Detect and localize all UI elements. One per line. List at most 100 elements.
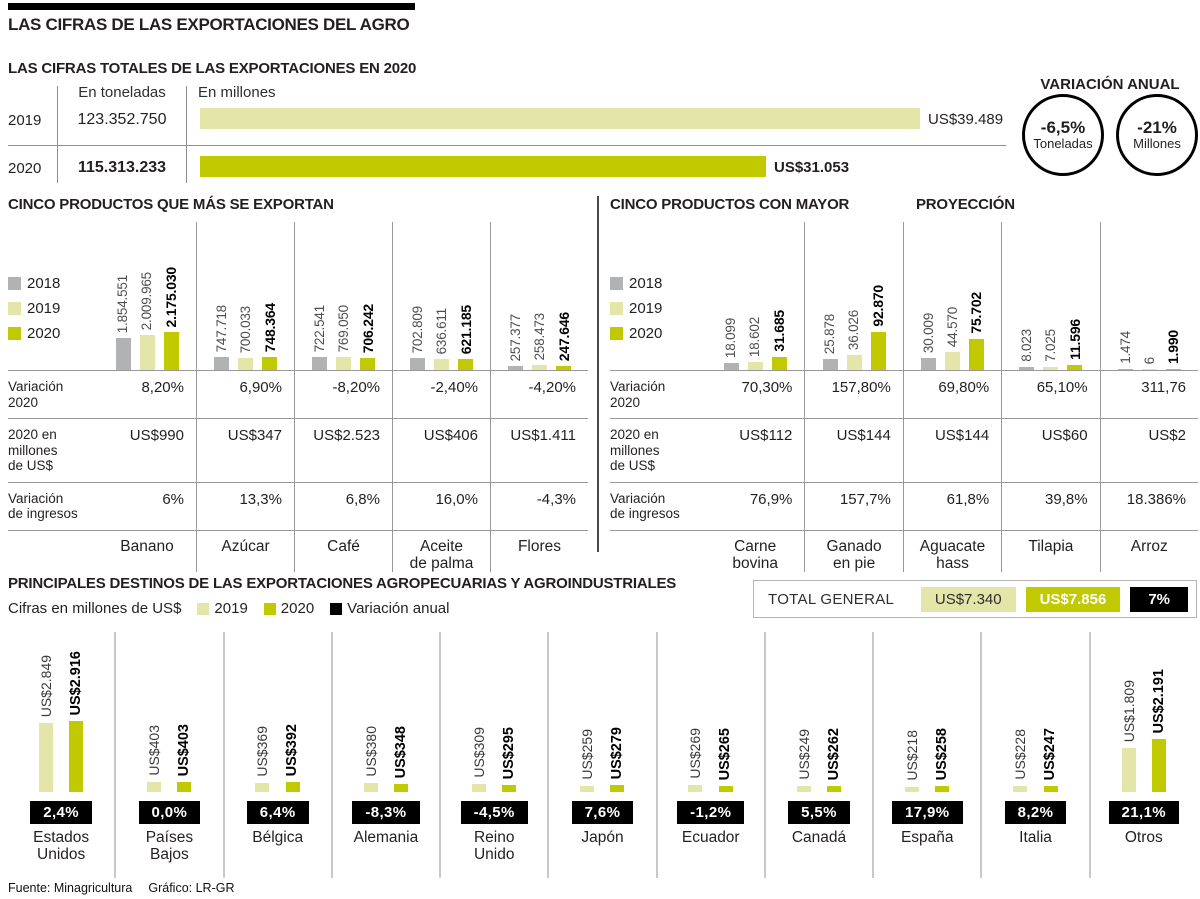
legend-swatch-2019 [610, 302, 623, 315]
bar-value-label: US$295 [500, 726, 517, 779]
bar-group-item: 2.009.965 [139, 272, 155, 370]
destination-bars: US$269 US$265 [687, 632, 734, 792]
bar-value-label: 1.474 [1117, 331, 1133, 364]
bar-value-label: US$369 [254, 726, 271, 777]
bar-value-label: 258.473 [531, 312, 547, 360]
bar-group-item: 702.809 [410, 306, 425, 370]
variation-badge: 2,4% [30, 801, 93, 824]
table-cell: 16,0% [392, 481, 490, 530]
product-column: 30.009 44.570 75.702 [902, 222, 1001, 370]
destination-name: Ecuador [681, 829, 740, 846]
destination-column: US$228 US$247 8,2% Italia [980, 632, 1088, 878]
table-cell: 6% [98, 481, 196, 530]
totals-section-title: LAS CIFRAS TOTALES DE LAS EXPORTACIONES … [8, 60, 417, 77]
destination-name: Reino Unido [473, 829, 515, 864]
product-name: Tilapia [1001, 529, 1100, 573]
destination-bars: US$2.849 US$2.916 [38, 632, 84, 792]
legend-item-2019: 2019 [197, 600, 248, 617]
bar-group-item: US$2.191 [1150, 668, 1167, 792]
variation-badge: 8,2% [1004, 801, 1067, 824]
table-cell: 65,10% [1001, 370, 1100, 419]
bar-2019 [1121, 748, 1136, 792]
table-cell: US$112 [706, 418, 805, 482]
bar-value-label: US$392 [284, 723, 301, 776]
destination-column: US$1.809 US$2.191 21,1% Otros [1088, 632, 1197, 878]
bar-group-item: 44.570 [945, 307, 960, 370]
bar-value-label: US$259 [579, 729, 596, 780]
table-cell: -4,20% [490, 370, 588, 419]
column-header-toneladas: En toneladas [78, 84, 166, 101]
bar-group-item: US$269 [687, 728, 703, 792]
bar-value-label: US$228 [1012, 729, 1029, 780]
bar-value-label: 44.570 [944, 306, 960, 347]
variation-badge: 17,9% [891, 801, 963, 824]
bar-2020 [935, 786, 950, 792]
bar-value-label: US$2.191 [1150, 668, 1167, 734]
bar-group: 1.474 6 1.990 [1101, 330, 1198, 370]
table-cell: US$406 [392, 418, 490, 482]
table-cell: 6,8% [294, 481, 392, 530]
bar-2019 [846, 355, 862, 370]
bar-value-label: 247.646 [555, 311, 572, 361]
table-cell: 157,80% [804, 370, 903, 419]
legend-label-2018: 2018 [27, 275, 61, 292]
bar-2020 [163, 332, 179, 370]
totals-year-2020: 2020 [8, 160, 42, 177]
bar-group-item: 258.473 [532, 313, 547, 370]
legend-item-2020: 2020 [263, 600, 314, 617]
bar-2020 [610, 785, 625, 792]
bar-2018 [822, 359, 838, 370]
product-name: Café [294, 529, 392, 573]
table-row-label: 2020 en millones de US$ [610, 418, 706, 482]
bar-value-label: 700.033 [237, 305, 253, 353]
destination-name: Italia [1019, 829, 1052, 846]
destination-bars: US$309 US$295 [471, 632, 517, 792]
destination-name: Canadá [791, 829, 847, 846]
bar-value-label: US$1.809 [1120, 679, 1137, 742]
totals-tons-2019: 123.352.750 [77, 111, 167, 128]
bar-value-label: US$247 [1042, 727, 1059, 780]
destination-name: España [900, 829, 954, 846]
table-cell: 157,7% [804, 481, 903, 530]
table-cell: US$990 [98, 418, 196, 482]
variation-label: Millones [1133, 136, 1181, 152]
bar-2020 [1067, 365, 1083, 370]
bar-2019 [747, 362, 763, 370]
legend-item-2018: 2018 [610, 275, 706, 292]
bar-group-item: 8.023 [1019, 329, 1035, 370]
bar-group-item: US$2.916 [68, 651, 84, 792]
bar-value-label: 8.023 [1019, 329, 1035, 362]
legend-item-2018: 2018 [8, 275, 98, 292]
table-row-label [8, 529, 98, 573]
bar-group: 25.878 36.026 92.870 [805, 285, 902, 370]
variation-circles: -6,5% Toneladas -21% Millones [1022, 94, 1198, 176]
destination-column: US$218 US$258 17,9% España [872, 632, 980, 878]
table-row-label: Variación de ingresos [8, 481, 98, 530]
section-title-projection-products: CINCO PRODUCTOS CON MAYOR PROYECCIÓN [610, 196, 1198, 222]
bar-value-label: US$403 [146, 725, 163, 776]
product-name: Arroz [1099, 529, 1198, 573]
destination-bars: US$218 US$258 [904, 632, 950, 792]
table-cell: -4,3% [490, 481, 588, 530]
destinations-columns: US$2.849 US$2.916 2,4% Estados Unidos US$403… [8, 632, 1197, 878]
destination-name: Otros [1124, 829, 1163, 846]
product-name: Ganado en pie [804, 529, 903, 573]
bar-group-item: 18.602 [747, 317, 763, 370]
bar-2020 [285, 782, 300, 792]
legend-item-2020: 2020 [610, 325, 706, 342]
bar-group-item: US$247 [1042, 727, 1059, 792]
destination-column: US$249 US$262 5,5% Canadá [763, 632, 872, 878]
table-row-label [610, 529, 706, 573]
bar-2019 [1013, 786, 1028, 792]
table-cell: 8,20% [98, 370, 196, 418]
bar-value-label: US$218 [904, 730, 920, 781]
bar-value-label: 636.611 [433, 307, 449, 354]
bar-group-item: US$348 [393, 726, 409, 792]
bar-value-label: US$265 [717, 727, 734, 780]
bar-group-item: 1.854.551 [115, 275, 131, 370]
table-cell: 6,90% [196, 370, 294, 419]
bar-group-item: 7.025 [1043, 329, 1059, 370]
column-header-millones: En millones [198, 84, 276, 101]
bar-group-item: 1.990 [1165, 330, 1181, 370]
total-general-box: TOTAL GENERAL US$7.340 US$7.856 7% [753, 580, 1197, 618]
